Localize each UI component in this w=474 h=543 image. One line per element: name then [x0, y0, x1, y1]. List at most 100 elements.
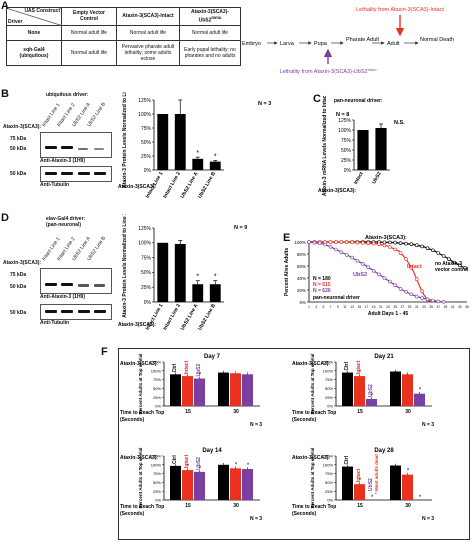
y-tick-label: 75%	[153, 377, 161, 382]
y-tick-label: 75%	[341, 138, 352, 144]
x-tick-label: 43	[458, 305, 462, 309]
y-tick-label: 25%	[141, 285, 152, 291]
x-tick-label: 9	[337, 305, 339, 309]
row-none-driver: None	[6, 24, 62, 41]
y-axis-label: Percent Alive Adults	[284, 248, 290, 296]
row-sqh-driver: sqh-Gal4 (ubiquitous)	[6, 39, 62, 66]
y-axis-label: Ataxin-3 Protein Levels Normalized to Li…	[122, 92, 128, 188]
panel-d-lane-labels: Intact Line 1 Intact Line 2 UbS2 Line A …	[41, 232, 116, 262]
x-tick-label: 30	[233, 409, 239, 415]
n-label: N = 3	[258, 101, 271, 107]
y-axis-label: Percent Adults at Top of Vial	[138, 354, 143, 415]
y-tick-label: 20%	[297, 288, 306, 293]
panel-b-lane-labels: Intact Line 1 Intact Line 2 UbS2 Line A …	[41, 98, 116, 128]
y-tick-label: 50%	[325, 480, 333, 485]
y-tick-label: 125%	[138, 98, 151, 104]
bar-intact	[182, 470, 193, 500]
table-corner: UAS Construct Driver	[6, 7, 62, 26]
y-tick-label: 50%	[153, 480, 161, 485]
y-tick-label: 50%	[153, 386, 161, 391]
driver-label: pan-neuronal driver	[313, 295, 360, 301]
panel-f-day7: Day 7 Ataxin-3(SCA3): 0% 25% 50% 75% 100% 125% P…	[120, 354, 262, 428]
tl-normal-death: Normal Death	[420, 37, 454, 43]
y-tick-label: 25%	[153, 489, 161, 494]
n-label: N = 9	[234, 225, 247, 231]
bar-intact	[182, 376, 193, 406]
panel-b-blot-tubulin	[40, 166, 112, 182]
x-tick-label: 15	[185, 503, 191, 509]
panel-f-day14: Day 14 Ataxin-3(SCA3): 0% 25% 50% 75% 100% 125%…	[120, 448, 262, 522]
tl-adult: Adult	[387, 41, 400, 47]
header-empty-vector: Empty Vector Control	[61, 7, 117, 26]
x-tick-label: 11	[343, 305, 347, 309]
y-axis-label: Percent Adults at Top of Vial	[310, 448, 315, 509]
significance-star: *	[371, 495, 374, 501]
survival-point	[377, 242, 381, 246]
y-axis-label: Percent Adults at Top of Vial	[310, 354, 315, 415]
survival-point	[387, 279, 392, 284]
significance-star: *	[214, 153, 217, 160]
survival-line-ubs2	[308, 241, 446, 303]
x-tick-label: 7	[330, 305, 332, 309]
anti-ataxin-label: Anti-Ataxin-3 (1H9)	[40, 294, 86, 300]
bar-series-label: UbS2	[196, 457, 202, 470]
survival-point	[398, 251, 403, 255]
panel-c-chart: 0% 25% 50% 75% 100% 125% Intact UbS2 Ataxin-3 mR…	[318, 96, 405, 196]
survival-point	[328, 245, 333, 249]
day-title: Day 21	[374, 354, 394, 360]
bar-series-label: Ctrl	[344, 455, 350, 464]
x-tick-label: 31	[415, 305, 419, 309]
survival-point	[420, 244, 424, 249]
bar-ubs2	[242, 469, 253, 500]
y-tick-label: 100%	[138, 241, 151, 247]
row-none-cell: Normal adult life	[61, 24, 117, 41]
panel-f-day21: Day 21 Ataxin-3(SCA3): 0% 25% 50% 75% 100% 125%…	[292, 354, 434, 428]
bar-ctrl	[342, 372, 353, 406]
y-tick-label: 25%	[341, 158, 352, 164]
time-label-1: Time to Reach Top	[292, 504, 336, 510]
significance-star: *	[371, 393, 374, 399]
survival-point	[323, 242, 327, 247]
x-tick-label: 37	[436, 305, 440, 309]
survival-point	[420, 296, 424, 300]
day-title: Day 7	[204, 354, 221, 360]
survival-point	[382, 243, 387, 248]
survival-point	[361, 241, 365, 245]
survival-point	[334, 240, 338, 244]
bar	[209, 161, 221, 170]
y-tick-label: 0%	[144, 300, 152, 306]
category-label: UbS2 Line B	[197, 303, 217, 332]
survival-point	[366, 265, 371, 270]
bar-series-label: UbS2	[196, 364, 202, 377]
bar	[157, 114, 169, 170]
survival-point	[382, 240, 387, 245]
y-tick-label: 25%	[325, 395, 333, 400]
time-label-1: Time to Reach Top	[120, 504, 164, 510]
x-tick-label: 19	[372, 305, 376, 309]
significance-star: *	[199, 373, 202, 379]
category-label: Intact	[353, 171, 365, 186]
x-tick-label: 41	[451, 305, 455, 309]
survival-point	[436, 251, 441, 255]
significance-star: *	[214, 274, 217, 281]
x-axis-label: Ataxin-3(SCA3):	[318, 188, 356, 194]
y-tick-label: 100%	[323, 462, 334, 467]
survival-point	[307, 240, 311, 244]
x-axis-label: Adult Days 1 - 45	[368, 311, 409, 317]
row-label: Ataxin-3(SCA3):	[120, 455, 158, 461]
survival-point	[414, 294, 419, 299]
header-ubs2-text: Ataxin-3(SCA3)-UbS2	[190, 9, 230, 24]
band	[45, 172, 57, 175]
survival-point	[458, 263, 462, 268]
survival-point	[350, 255, 354, 260]
y-tick-label: 125%	[151, 360, 162, 365]
corner-top: UAS Construct	[24, 8, 60, 14]
x-tick-label: 13	[350, 305, 354, 309]
time-label-1: Time to Reach Top	[120, 410, 164, 416]
panel-b-driver: ubiquitous driver:	[46, 92, 89, 98]
y-tick-label: 100%	[323, 368, 334, 373]
bar-series-label: UbS2	[368, 384, 374, 397]
y-tick-label: 25%	[325, 489, 333, 494]
survival-point	[409, 242, 414, 247]
y-tick-label: 40%	[297, 276, 306, 281]
